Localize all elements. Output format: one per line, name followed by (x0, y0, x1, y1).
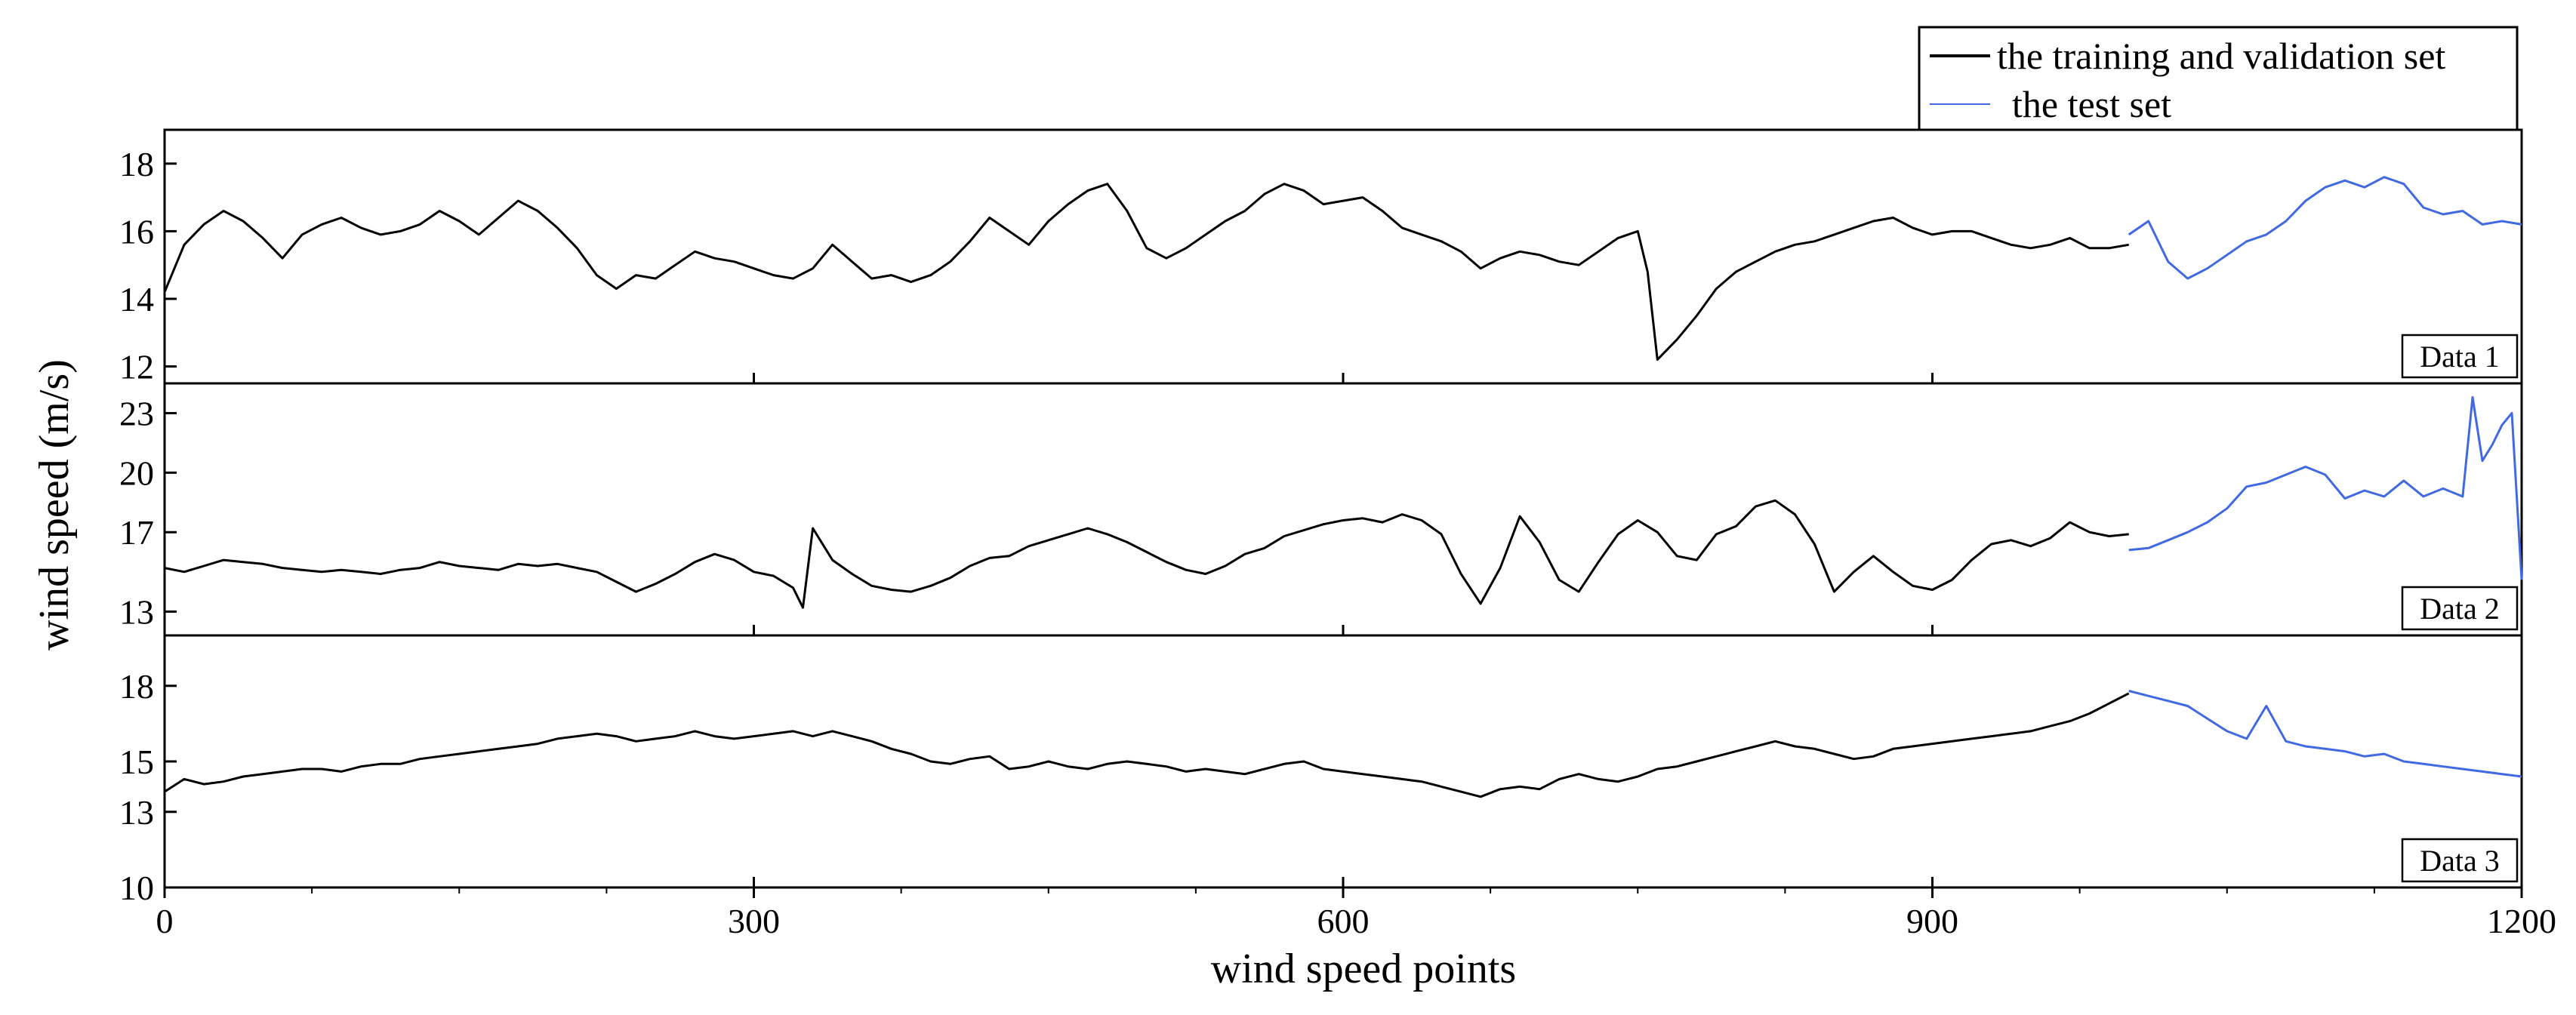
y-tick-label: 14 (119, 280, 154, 318)
x-tick-label: 600 (1317, 902, 1370, 940)
panel-label-box (2401, 838, 2519, 883)
y-tick-label: 13 (119, 793, 154, 832)
y-tick-label: 18 (119, 145, 154, 183)
series-test-line (2128, 176, 2522, 280)
panel-frame (163, 634, 2523, 889)
legend-label-train: the training and validation set (1997, 35, 2445, 77)
x-tick-label: 0 (156, 902, 174, 940)
series-train-line (163, 183, 2129, 361)
y-tick-label: 16 (119, 212, 154, 251)
panel-frame (163, 128, 2523, 385)
legend-box (1918, 26, 2519, 131)
panels-layer: 12 14 16 18 Data 1 13 17 20 23 Data 2 10 13 15 18 Data… (119, 128, 2523, 907)
series-test-line (2128, 690, 2522, 778)
x-axis: 0 300 600 900 1200 (156, 887, 2556, 940)
panel-label: Data 2 (2420, 592, 2500, 626)
y-tick-label: 15 (119, 743, 154, 781)
x-tick-label: 300 (728, 902, 780, 940)
panel-label-box (2401, 586, 2519, 631)
legend-label-test: the test set (2012, 83, 2171, 125)
legend: the training and validation set the test… (1918, 26, 2519, 131)
panel-3: 10 13 15 18 Data 3 (119, 634, 2523, 907)
series-test-line (2128, 395, 2523, 580)
panel-frame (163, 382, 2523, 637)
y-tick-label: 13 (119, 592, 154, 631)
y-tick-label: 20 (119, 454, 154, 492)
panel-label-box (2401, 334, 2519, 379)
x-axis-title: wind speed points (1211, 946, 1516, 992)
series-train-line (164, 499, 2129, 609)
panel-label: Data 1 (2420, 340, 2500, 374)
panel-2: 13 17 20 23 Data 2 (119, 382, 2523, 637)
y-tick-label: 12 (119, 348, 154, 386)
y-axis-title: wind speed (m/s) (31, 359, 78, 651)
x-tick-label: 1200 (2487, 902, 2556, 940)
panel-1: 12 14 16 18 Data 1 (119, 128, 2523, 386)
y-tick-label: 18 (119, 667, 154, 706)
y-tick-label: 10 (119, 869, 154, 907)
panel-label: Data 3 (2420, 844, 2500, 878)
y-tick-label: 23 (119, 394, 154, 432)
y-tick-label: 17 (119, 513, 154, 552)
series-train-line (164, 692, 2130, 798)
x-tick-label: 900 (1906, 902, 1958, 940)
